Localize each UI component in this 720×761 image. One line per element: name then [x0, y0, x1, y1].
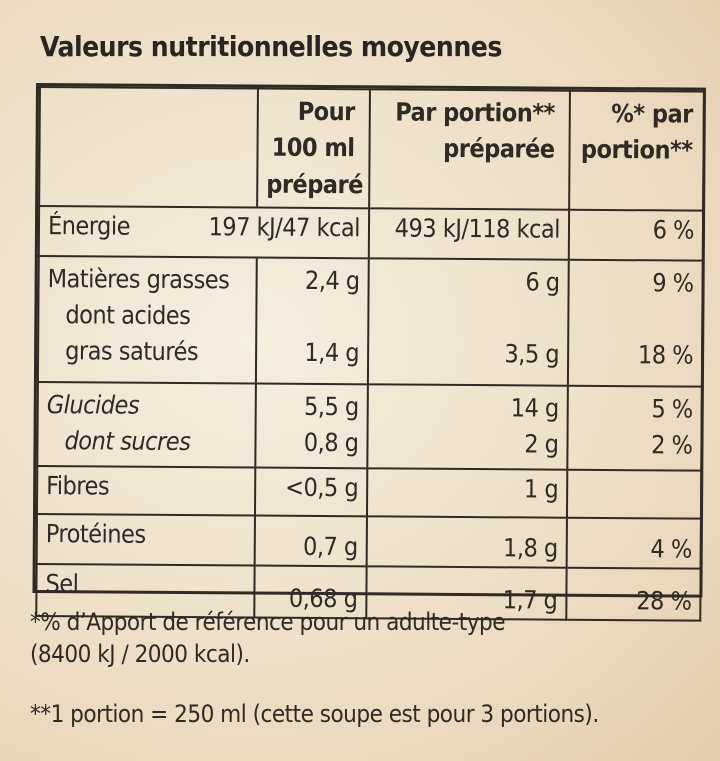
- fibre-per100: <0,5 g: [254, 467, 368, 517]
- label-title: Valeurs nutritionnelles moyennes: [40, 30, 502, 63]
- nutrition-table: Pour 100 ml préparé Par portion** prépar…: [32, 83, 706, 621]
- sugars-percent: 2 %: [651, 430, 693, 460]
- row-fibre: Fibres <0,5 g 1 g: [36, 465, 702, 519]
- footnote-ri-line-2: (8400 kJ / 2000 kcal).: [30, 640, 250, 668]
- energy-label: Énergie: [47, 210, 131, 241]
- protein-per100: 0,7 g: [254, 515, 367, 567]
- header-row: Pour 100 ml préparé Par portion** prépar…: [39, 87, 704, 211]
- carbs-per100: 5,5 g: [303, 391, 359, 422]
- fibre-portion: 1 g: [366, 468, 568, 518]
- fat-per100: 2,4 g: [304, 265, 360, 296]
- sugars-per100: 0,8 g: [303, 427, 359, 458]
- row-carbs: Glucides dont sucres 5,5 g 0,8 g 14 g 2 …: [37, 381, 702, 471]
- carbs-per100-cell: 5,5 g 0,8 g: [255, 383, 368, 469]
- saturates-per100: 1,4 g: [304, 337, 360, 368]
- fat-portion: 6 g: [525, 267, 560, 297]
- sugars-portion: 2 g: [524, 429, 559, 459]
- footnote-reference-intake: *% d’Apport de référence pour un adulte-…: [30, 606, 506, 670]
- energy-per100: 197 kJ/47 kcal: [208, 211, 361, 243]
- fat-per100-cell: 2,4 g 1,4 g: [255, 257, 369, 385]
- saturates-label-1: dont acides: [65, 299, 191, 330]
- energy-percent: 6 %: [568, 209, 704, 261]
- carbs-portion-cell: 14 g 2 g: [367, 384, 568, 470]
- protein-percent: 4 %: [566, 517, 701, 569]
- saturates-label-2: gras saturés: [65, 335, 199, 366]
- fat-percent: 9 %: [652, 268, 694, 298]
- header-per-100ml: Pour 100 ml préparé: [257, 88, 370, 209]
- row-protein: Protéines 0,7 g 1,8 g 4 %: [36, 513, 701, 569]
- fat-portion-cell: 6 g 3,5 g: [367, 258, 569, 386]
- protein-portion: 1,8 g: [366, 516, 567, 568]
- salt-percent: 28 %: [566, 567, 701, 621]
- cell-energy: Énergie 197 kJ/47 kcal: [38, 205, 370, 259]
- fat-label: Matières grasses: [47, 263, 230, 295]
- header-blank-cell: [39, 87, 258, 208]
- carbs-percent-cell: 5 % 2 %: [567, 385, 702, 471]
- header-percent-ri: %* par portion**: [569, 90, 704, 211]
- sugars-label: dont sucres: [64, 425, 191, 456]
- fat-percent-cell: 9 % 18 %: [567, 259, 703, 387]
- carbs-percent: 5 %: [651, 394, 693, 424]
- fibre-label: Fibres: [36, 465, 256, 516]
- fat-label-cell: Matières grasses dont acides gras saturé…: [37, 255, 257, 384]
- row-energy: Énergie 197 kJ/47 kcal 493 kJ/118 kcal 6…: [38, 205, 704, 261]
- carbs-label-cell: Glucides dont sucres: [37, 381, 256, 468]
- fibre-percent: [566, 469, 702, 519]
- footnote-ri-line-1: *% d’Apport de référence pour un adulte-…: [30, 608, 506, 636]
- energy-portion: 493 kJ/118 kcal: [368, 208, 570, 260]
- protein-label: Protéines: [36, 513, 255, 566]
- saturates-percent: 18 %: [637, 339, 694, 370]
- carbs-portion: 14 g: [510, 393, 559, 423]
- footnote-portion-size: **1 portion = 250 ml (cette soupe est po…: [30, 700, 599, 728]
- saturates-portion: 3,5 g: [504, 339, 560, 369]
- carbs-label: Glucides: [46, 389, 140, 420]
- row-fat: Matières grasses dont acides gras saturé…: [37, 255, 703, 387]
- header-per-portion: Par portion** préparée: [369, 89, 570, 210]
